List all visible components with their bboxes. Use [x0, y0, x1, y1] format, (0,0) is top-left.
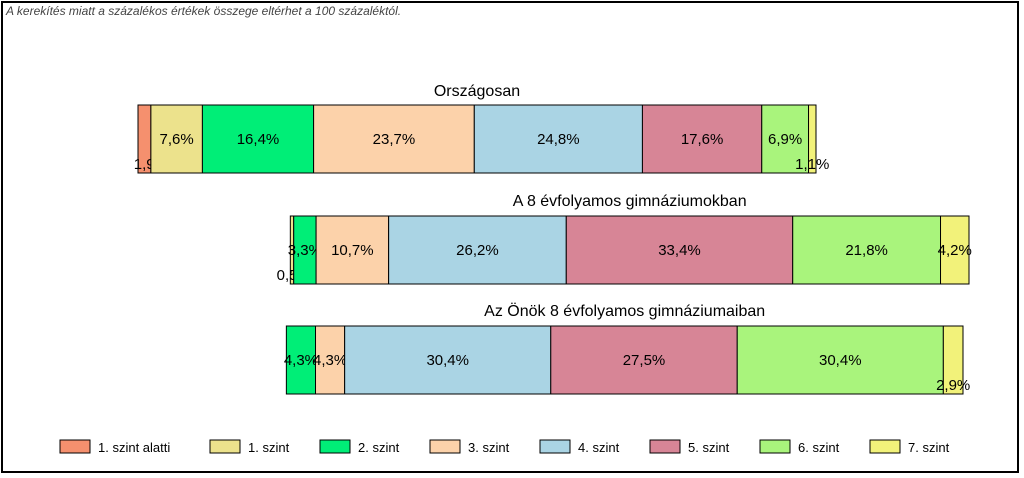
bar-title-2: A 8 évfolyamos gimnáziumokban: [513, 193, 747, 210]
legend-label-7: 6. szint: [798, 440, 840, 455]
bar-title-1: Országosan: [434, 83, 520, 100]
bar-1-segment-3: [201, 104, 315, 174]
bar-2-segment-3: [315, 215, 390, 285]
bar-2-label-2: 3,3%: [288, 242, 322, 259]
legend-swatch-1: [59, 439, 91, 454]
bar-3-label-2: 4,3%: [313, 352, 347, 369]
bar-2-segment-6: [792, 215, 942, 285]
bar-2-label-4: 26,2%: [456, 242, 499, 259]
legend-swatch-8: [869, 439, 901, 454]
bar-2-label-7: 4,2%: [938, 242, 972, 259]
legend-label-6: 5. szint: [688, 440, 730, 455]
bar-1-segment-2: [150, 104, 203, 174]
bar-2-label-5: 33,4%: [658, 242, 701, 259]
bar-1-label-6: 17,6%: [681, 131, 724, 148]
bar-1-label-7: 6,9%: [768, 131, 802, 148]
bar-2-label-3: 10,7%: [331, 242, 374, 259]
bar-2-segment-4: [388, 215, 567, 285]
bar-1-label-5: 24,8%: [537, 131, 580, 148]
legend-swatch-3: [319, 439, 351, 454]
bar-3-segment-4: [550, 325, 738, 395]
bar-title-3: Az Önök 8 évfolyamos gimnáziumaiban: [484, 302, 765, 320]
legend-label-8: 7. szint: [908, 440, 950, 455]
bar-3-label-1: 4,3%: [284, 352, 318, 369]
legend-swatch-5: [539, 439, 571, 454]
bar-1-label-2: 7,6%: [160, 131, 194, 148]
legend-label-1: 1. szint alatti: [98, 440, 170, 455]
legend-swatch-2: [209, 439, 241, 454]
bar-3-label-6: 2,9%: [936, 377, 970, 394]
bar-1-segment-5: [473, 104, 643, 174]
legend-swatch-4: [429, 439, 461, 454]
bar-2-segment-7: [940, 215, 970, 285]
bar-1-segment-6: [641, 104, 763, 174]
legend-label-3: 2. szint: [358, 440, 400, 455]
legend-label-4: 3. szint: [468, 440, 510, 455]
bar-1-label-8: 1,1%: [795, 156, 829, 173]
bar-3-segment-5: [736, 325, 944, 395]
bar-2-label-6: 21,8%: [845, 242, 888, 259]
bar-1-segment-8: [808, 104, 817, 174]
bar-3-label-4: 27,5%: [623, 352, 666, 369]
bar-3-label-3: 30,4%: [426, 352, 469, 369]
legend-label-5: 4. szint: [578, 440, 620, 455]
legend-swatch-6: [649, 439, 681, 454]
bar-3-segment-6: [942, 325, 964, 395]
bar-3-label-5: 30,4%: [819, 352, 862, 369]
bar-1-label-3: 16,4%: [237, 131, 280, 148]
bar-1-segment-7: [761, 104, 810, 174]
bar-2-segment-5: [565, 215, 794, 285]
legend-swatch-7: [759, 439, 791, 454]
bar-3-segment-1: [285, 325, 317, 395]
rounding-note: A kerekítés miatt a százalékos értékek ö…: [6, 4, 402, 18]
bar-1-label-4: 23,7%: [373, 131, 416, 148]
bar-3-segment-2: [315, 325, 346, 395]
bar-3-segment-3: [344, 325, 552, 395]
legend-label-2: 1. szint: [248, 440, 290, 455]
